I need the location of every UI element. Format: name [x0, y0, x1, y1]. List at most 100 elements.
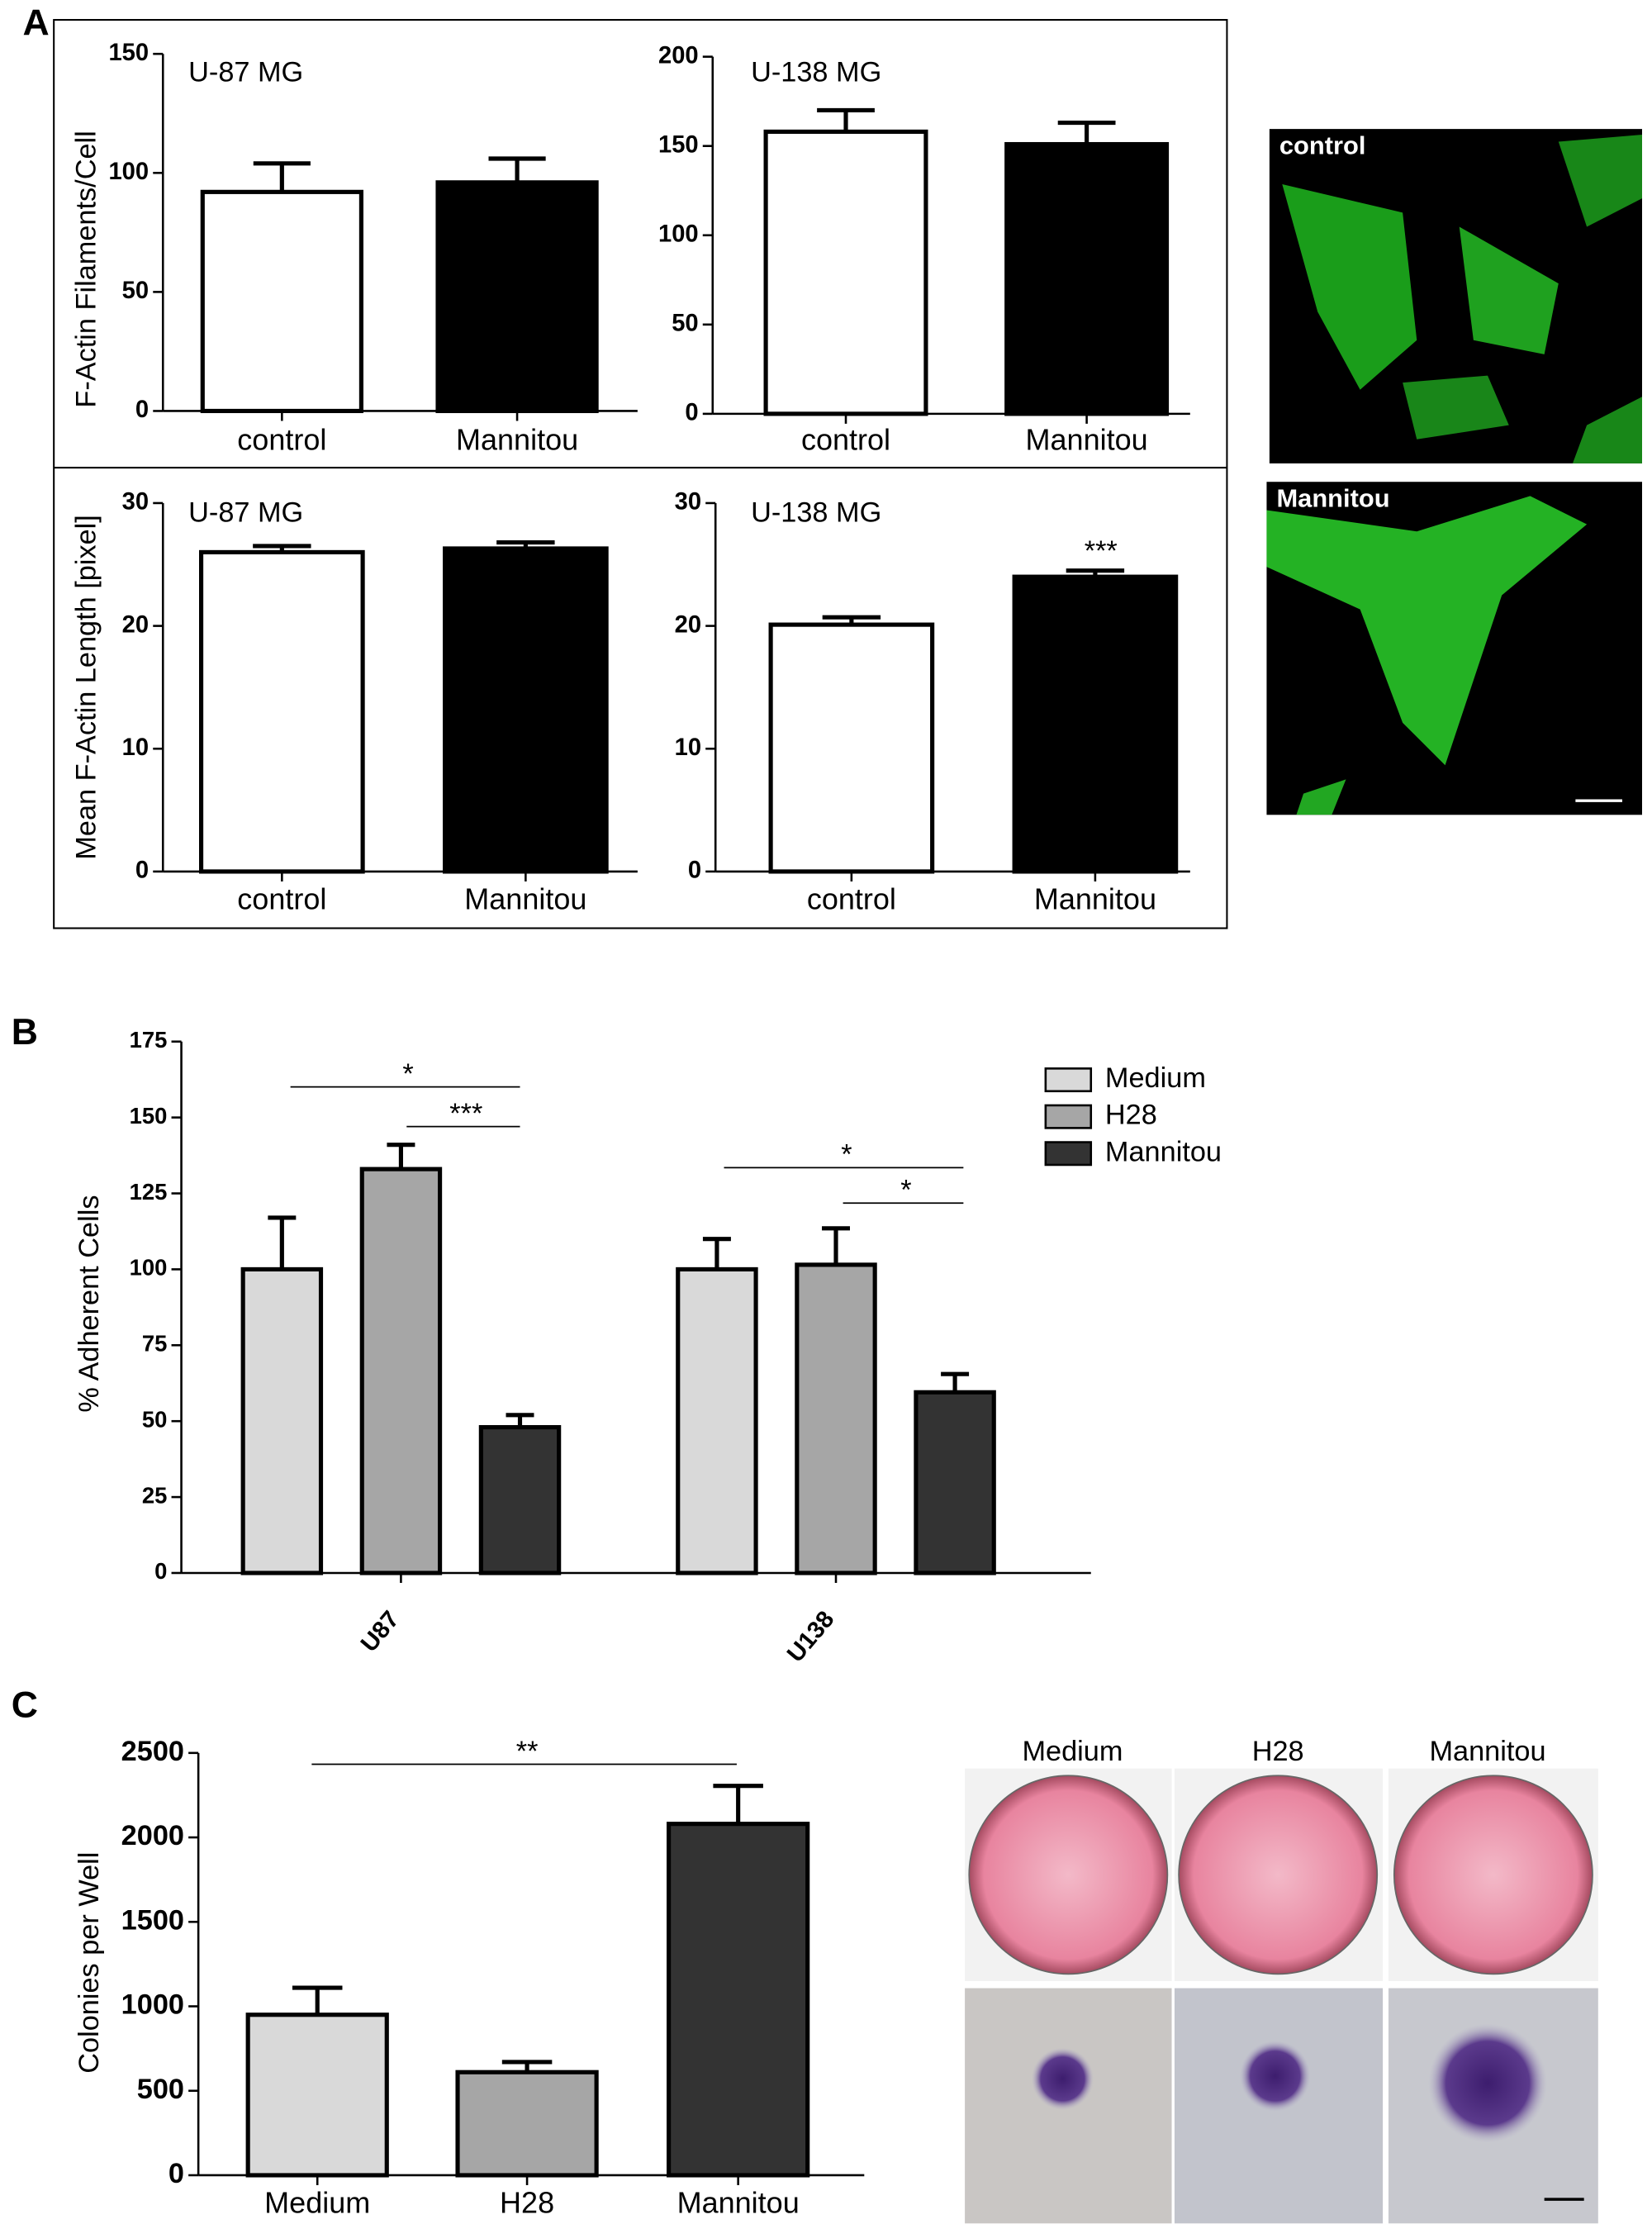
y-tick-label: 2500	[121, 1736, 184, 1767]
x-tick-label: control	[801, 423, 890, 457]
y-tick-label: 150	[130, 1103, 168, 1129]
significance-label: *	[841, 1139, 852, 1171]
y-tick-label: 150	[108, 40, 149, 66]
chart-title: U-138 MG	[751, 56, 881, 88]
legend-swatch	[1044, 1104, 1093, 1129]
y-tick-label: 500	[137, 2074, 184, 2105]
error-bar	[268, 1215, 297, 1270]
bar	[443, 546, 609, 874]
x-tick-label: Mannitou	[464, 882, 586, 915]
image-label: Medium	[1022, 1736, 1123, 1767]
x-tick-label: control	[807, 882, 896, 915]
panel-label: C	[12, 1685, 38, 1726]
image-label: Mannitou	[1276, 484, 1389, 513]
x-tick-label: Medium	[264, 2186, 370, 2220]
error-bar	[713, 1784, 763, 1824]
bar	[667, 1822, 810, 2178]
bar	[478, 1424, 562, 1575]
bar	[359, 1167, 443, 1575]
x-tick-label: Mannitou	[1034, 882, 1156, 915]
bar	[676, 1266, 758, 1575]
y-axis-label: % Adherent Cells	[74, 1195, 105, 1413]
y-tick-label: 30	[675, 489, 701, 516]
significance-label: ***	[449, 1098, 482, 1129]
bar	[455, 2070, 599, 2178]
y-tick-label: 0	[135, 858, 149, 884]
error-bar	[496, 539, 555, 549]
bar	[200, 189, 363, 414]
y-tick-label: 10	[675, 734, 701, 761]
chart-title: U-87 MG	[188, 497, 303, 529]
x-tick-label: Mannitou	[1026, 423, 1148, 457]
y-tick-label: 2000	[121, 1820, 184, 1851]
x-tick-label: Mannitou	[677, 2186, 800, 2220]
legend-label: Medium	[1105, 1062, 1206, 1094]
micrograph: Mannitou	[1266, 482, 1642, 815]
y-tick-label: 50	[122, 278, 149, 304]
bar	[1012, 574, 1179, 874]
error-bar	[292, 1985, 343, 2015]
y-tick-label: 175	[130, 1027, 168, 1053]
micrograph: control	[1269, 129, 1642, 463]
bar	[1004, 141, 1170, 416]
legend-label: H28	[1105, 1100, 1157, 1131]
error-bar	[387, 1143, 415, 1170]
plate-images: Medium H28 Mannitou	[965, 1736, 1598, 2224]
panel-frame	[53, 19, 1228, 929]
bar	[795, 1262, 877, 1575]
bar	[435, 180, 599, 414]
legend-label: Mannitou	[1105, 1136, 1222, 1167]
y-axis-label: Mean F-Actin Length [pixel]	[70, 515, 102, 860]
error-bar	[253, 161, 311, 192]
significance-label: **	[516, 1736, 539, 1767]
x-tick-label: H28	[500, 2186, 554, 2220]
bar	[240, 1266, 324, 1575]
y-tick-label: 200	[658, 42, 699, 69]
error-bar	[817, 107, 875, 132]
error-bar	[941, 1371, 970, 1393]
y-tick-label: 0	[688, 858, 701, 884]
bar	[763, 129, 928, 416]
error-bar	[488, 156, 546, 183]
y-tick-label: 150	[658, 131, 699, 158]
y-tick-label: 0	[685, 400, 698, 426]
bar	[768, 622, 935, 874]
y-tick-label: 10	[122, 734, 149, 761]
y-axis-label: Colonies per Well	[74, 1852, 105, 2074]
y-tick-label: 0	[154, 1558, 167, 1584]
error-bar	[501, 2060, 553, 2073]
x-tick-label: Mannitou	[456, 423, 578, 457]
image-label: control	[1279, 131, 1366, 160]
error-bar	[1057, 121, 1116, 145]
legend-swatch	[1044, 1067, 1093, 1093]
y-tick-label: 75	[142, 1331, 168, 1357]
panel-label: A	[22, 3, 49, 44]
error-bar	[822, 1226, 850, 1265]
y-tick-label: 125	[130, 1179, 168, 1205]
y-tick-label: 50	[142, 1406, 168, 1432]
significance-label: *	[402, 1058, 413, 1090]
bar	[914, 1390, 996, 1575]
y-tick-label: 20	[675, 611, 701, 638]
x-tick-label: U138	[782, 1606, 839, 1667]
bar	[245, 2013, 389, 2178]
error-bar	[1066, 568, 1125, 577]
legend-swatch	[1044, 1141, 1093, 1167]
x-tick-label: U87	[356, 1606, 405, 1657]
y-tick-label: 100	[658, 221, 699, 247]
y-tick-label: 1500	[121, 1904, 184, 1936]
error-bar	[702, 1237, 731, 1270]
y-tick-label: 25	[142, 1482, 168, 1508]
y-tick-label: 1000	[121, 1989, 184, 2021]
chart-title: U-138 MG	[751, 497, 881, 529]
x-tick-label: control	[237, 423, 326, 457]
error-bar	[506, 1413, 534, 1428]
image-label: H28	[1252, 1736, 1304, 1767]
y-tick-label: 20	[122, 611, 149, 638]
bar	[198, 549, 365, 874]
significance-label: ***	[1085, 535, 1118, 567]
y-axis-label: F-Actin Filaments/Cell	[70, 131, 102, 407]
error-bar	[822, 615, 881, 625]
significance-label: *	[900, 1175, 911, 1206]
